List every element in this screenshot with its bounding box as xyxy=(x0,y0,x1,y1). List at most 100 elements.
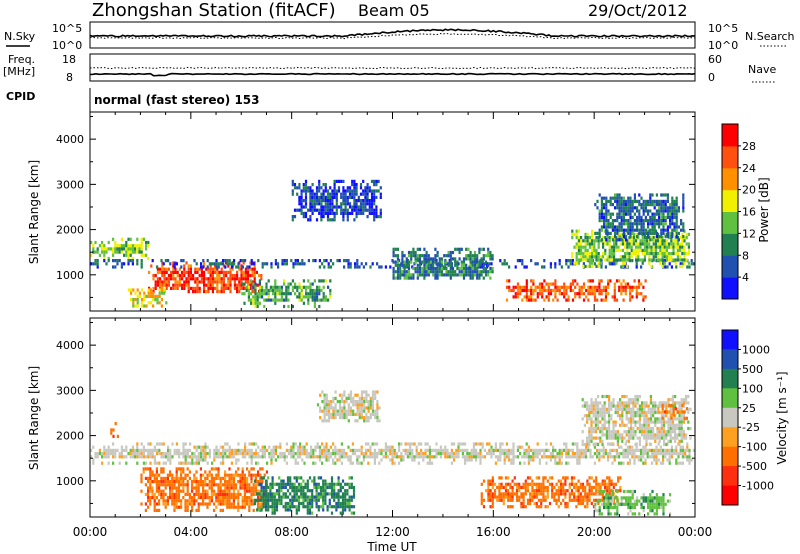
range-cell xyxy=(579,498,582,502)
range-cell xyxy=(317,492,320,496)
range-cell xyxy=(101,250,104,254)
range-cell xyxy=(161,261,164,265)
range-cell xyxy=(410,273,413,277)
range-cell xyxy=(489,479,492,483)
range-cell xyxy=(181,286,184,290)
range-cell xyxy=(184,473,187,477)
range-cell xyxy=(323,448,326,452)
range-cell xyxy=(526,482,530,486)
range-cell xyxy=(280,495,283,499)
range-cell xyxy=(219,445,222,449)
range-cell xyxy=(487,485,490,490)
range-cell xyxy=(411,458,414,462)
range-cell xyxy=(671,209,674,213)
range-cell xyxy=(428,458,431,462)
range-cell xyxy=(333,183,336,187)
range-cell xyxy=(395,452,398,456)
range-cell xyxy=(629,203,632,207)
range-cell xyxy=(160,470,163,474)
range-cell xyxy=(272,288,275,293)
range-cell xyxy=(224,455,227,459)
range-cell xyxy=(652,239,655,243)
range-cell xyxy=(563,288,566,293)
range-cell xyxy=(555,482,558,486)
range-cell xyxy=(489,257,492,261)
range-cell xyxy=(401,263,404,267)
range-cell xyxy=(213,483,216,487)
range-cell xyxy=(631,228,634,232)
range-cell xyxy=(461,448,464,452)
range-cell xyxy=(370,195,374,199)
range-cell xyxy=(588,498,591,502)
range-cell xyxy=(470,448,473,452)
range-cell xyxy=(616,238,619,242)
range-cell xyxy=(167,448,170,452)
range-cell xyxy=(145,461,148,465)
range-cell xyxy=(687,232,690,236)
range-cell xyxy=(414,254,417,258)
range-cell xyxy=(683,258,686,262)
range-cell xyxy=(325,448,328,452)
range-cell xyxy=(365,262,368,266)
range-cell xyxy=(131,445,134,449)
range-cell xyxy=(167,280,170,284)
range-cell xyxy=(300,295,303,299)
range-cell xyxy=(525,452,528,456)
range-cell xyxy=(346,492,349,496)
range-cell xyxy=(635,239,638,243)
range-cell xyxy=(571,255,574,259)
range-cell xyxy=(629,288,632,293)
range-cell xyxy=(614,199,617,203)
range-cell xyxy=(306,495,309,499)
range-cell xyxy=(615,298,619,302)
range-cell xyxy=(278,285,281,289)
range-cell xyxy=(329,199,332,203)
range-cell xyxy=(158,486,161,490)
range-cell xyxy=(629,228,632,232)
range-cell xyxy=(439,445,442,449)
range-cell xyxy=(509,492,512,496)
range-cell xyxy=(675,448,678,452)
range-cell xyxy=(140,262,143,266)
range-cell xyxy=(254,476,257,480)
range-cell xyxy=(326,485,329,490)
range-cell xyxy=(434,276,437,280)
range-cell xyxy=(536,292,539,296)
range-cell xyxy=(140,250,143,254)
range-cell xyxy=(496,498,499,502)
range-cell xyxy=(264,498,268,502)
range-cell xyxy=(293,505,296,509)
range-cell xyxy=(480,257,483,261)
range-cell xyxy=(237,492,240,496)
range-cell xyxy=(175,489,178,493)
colorbar-tick-label: 12 xyxy=(742,227,756,240)
range-cell xyxy=(317,495,320,499)
range-cell xyxy=(181,274,184,278)
range-cell xyxy=(120,244,123,248)
range-cell xyxy=(536,448,539,452)
range-cell xyxy=(332,448,335,452)
range-cell xyxy=(675,445,678,449)
range-cell xyxy=(370,189,374,193)
range-cell xyxy=(177,486,180,490)
range-cell xyxy=(458,257,461,261)
range-cell xyxy=(239,483,242,487)
range-cell xyxy=(647,203,650,207)
range-cell xyxy=(578,458,581,462)
range-cell xyxy=(609,212,612,216)
range-cell xyxy=(575,495,578,499)
range-cell xyxy=(668,262,671,266)
range-cell xyxy=(307,208,310,212)
range-cell xyxy=(614,235,617,239)
range-cell xyxy=(318,202,321,206)
range-cell xyxy=(586,505,589,509)
range-cell xyxy=(318,265,321,269)
range-cell xyxy=(228,486,231,490)
range-cell xyxy=(225,274,228,278)
range-cell xyxy=(428,455,431,459)
range-cell xyxy=(661,255,664,259)
range-cell xyxy=(242,274,245,278)
range-cell xyxy=(663,245,666,249)
range-cell xyxy=(534,452,537,456)
range-cell xyxy=(538,448,541,452)
